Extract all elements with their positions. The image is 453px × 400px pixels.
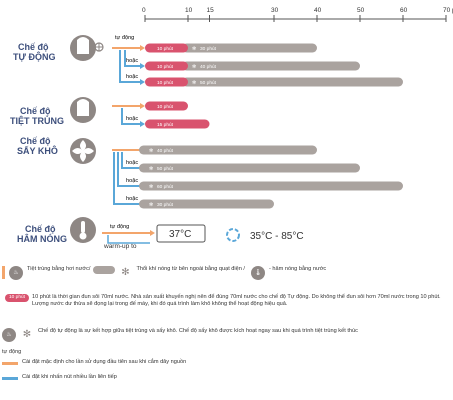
or-label: hoặc — [126, 196, 138, 202]
warm-mode-title-2: HÂM NÓNG — [17, 233, 67, 244]
gray-chip — [93, 266, 116, 274]
legend-auto-word-row: tự động — [2, 349, 21, 356]
legend-auto-word: tự động — [2, 349, 22, 355]
legend-default-row: Cài đặt mặc định cho lần sử dụng đầu tiê… — [2, 359, 186, 366]
thermometer-icon: 🌡 — [251, 266, 265, 280]
fan-icon — [94, 42, 104, 52]
pink-bar-label: 10 phút — [157, 104, 174, 110]
legend-auto-row: ♨ ✻ Chế độ tự động là sự kết hợp giữa ti… — [2, 328, 442, 342]
warmup-label: warm-up to — [103, 243, 137, 250]
gray-bar — [139, 145, 317, 155]
mode-timing-diagram: 0 10 15 30 40 50 60 70 phút Chế độ TỰ ĐỘNG Chế … — [10, 7, 453, 250]
axis-tick-label: 15 — [207, 7, 215, 14]
axis-tick-label: 40 — [314, 7, 322, 14]
gray-bar — [182, 61, 360, 71]
warm-range: 35°C - 85°C — [250, 231, 304, 242]
fan-icon: ✻ — [121, 267, 130, 278]
warm-mode-title-1: Chế độ — [25, 224, 56, 234]
dry-flow-arrows — [112, 147, 145, 207]
gray-bar-icon: ✻ — [192, 80, 196, 86]
auto-mode-title-2: TỰ ĐỘNG — [13, 51, 55, 62]
gray-bar-label: 60 phút — [157, 184, 174, 190]
legend-icons-row: ♨ Tiệt trùng bằng hơi nước/ ✻ Thổi khí n… — [2, 266, 326, 280]
or-label: hoặc — [126, 74, 138, 80]
blue-arrow-marker — [2, 377, 18, 380]
auto-mode-title-1: Chế độ — [18, 42, 49, 52]
legend-heat: - hâm nóng bằng nước — [269, 266, 327, 272]
axis-tick-label: 60 — [400, 7, 408, 14]
bottle-steam-icon: ♨ — [9, 266, 23, 280]
legend-multi-row: Cài đặt khi nhấn nút nhiều lần liên tiếp — [2, 374, 117, 381]
or-label: hoặc — [126, 178, 138, 184]
pink-bar — [145, 61, 188, 71]
gray-bar-icon: ✻ — [149, 202, 153, 208]
pink-chip: 10 phút — [5, 294, 30, 302]
sterilize-mode-title-1: Chế độ — [20, 106, 51, 116]
or-label: hoặc — [126, 58, 138, 64]
warm-temp: 37°C — [169, 229, 191, 240]
bottle-steam-icon — [70, 97, 96, 123]
pink-bar — [145, 43, 188, 53]
fan-icon: ✻ — [22, 329, 32, 340]
pink-bar-label: 10 phút — [157, 64, 174, 70]
gray-bar — [139, 181, 403, 191]
gray-bar — [139, 163, 360, 173]
axis-tick-label: 30 — [271, 7, 279, 14]
legend-auto: Chế độ tự động là sự kết hợp giữa tiệt t… — [38, 328, 358, 334]
gray-bar-icon: ✻ — [149, 148, 153, 154]
orange-bar-marker — [2, 266, 5, 279]
auto-flow-arrows — [112, 45, 145, 85]
pink-bar-label: 10 phút — [157, 46, 174, 52]
legend-note-row: 10 phút 10 phút là thời gian đun sôi 70m… — [2, 294, 442, 308]
or-label: hoặc — [126, 160, 138, 166]
axis-tick-label: 70 phút — [443, 7, 453, 14]
legend-fan: Thổi khí nóng từ bên ngoài bằng quạt điệ… — [136, 266, 245, 272]
warm-flow-arrows — [102, 230, 155, 244]
gray-bar — [139, 199, 274, 209]
pink-bar-label: 15 phút — [157, 122, 174, 128]
axis-tick-label: 50 — [357, 7, 365, 14]
legend-default: Cài đặt mặc định cho lần sử dụng đầu tiê… — [22, 359, 187, 365]
axis-tick-label: 10 — [185, 7, 193, 14]
pink-bar-label: 10 phút — [157, 80, 174, 86]
time-axis: 0 10 15 30 40 50 60 70 phút — [142, 7, 453, 22]
sterilize-flow-arrows — [112, 103, 145, 127]
auto-flow-label: tự động — [115, 35, 134, 41]
orange-arrow-marker — [2, 362, 18, 365]
gray-bar-label: 30 phút — [157, 202, 174, 208]
thermometer-icon — [70, 217, 96, 243]
pink-bar — [145, 101, 188, 111]
legend-note: 10 phút là thời gian đun sôi 70ml nước. … — [32, 294, 441, 307]
pink-bar — [145, 77, 188, 87]
bottle-steam-icon: ♨ — [2, 328, 16, 342]
cycle-icon — [226, 228, 240, 242]
gray-bar-label: 50 phút — [200, 80, 217, 86]
dry-mode-title-1: Chế độ — [20, 136, 51, 146]
warm-temp-box — [156, 224, 206, 243]
pink-bar — [145, 119, 210, 129]
gray-bar — [182, 77, 403, 87]
or-label: hoặc — [126, 116, 138, 122]
axis-tick-label: 0 — [142, 7, 146, 14]
dry-mode-title-2: SẤY KHÔ — [17, 145, 58, 156]
gray-bar-icon: ✻ — [192, 64, 196, 70]
gray-bar-label: 40 phút — [157, 148, 174, 154]
gray-bar-label: 40 phút — [200, 64, 217, 70]
gray-bar-label: 50 phút — [157, 166, 174, 172]
auto-flow-label: tự động — [110, 224, 129, 230]
bars: ✻ 30 phút 10 phút ✻ 40 phút 10 phút ✻ 50 phút 10… — [139, 43, 403, 209]
legend-multi: Cài đặt khi nhấn nút nhiều lần liên tiếp — [22, 374, 117, 380]
legend-steam: Tiệt trùng bằng hơi nước/ — [27, 266, 91, 272]
fan-icon — [70, 138, 96, 164]
gray-bar-icon: ✻ — [192, 46, 196, 52]
gray-bar-label: 30 phút — [200, 46, 217, 52]
gray-bar — [182, 43, 317, 53]
sterilize-mode-title-2: TIỆT TRÙNG — [10, 115, 64, 126]
bottle-steam-icon — [70, 35, 96, 61]
gray-bar-icon: ✻ — [149, 184, 153, 190]
gray-bar-icon: ✻ — [149, 166, 153, 172]
